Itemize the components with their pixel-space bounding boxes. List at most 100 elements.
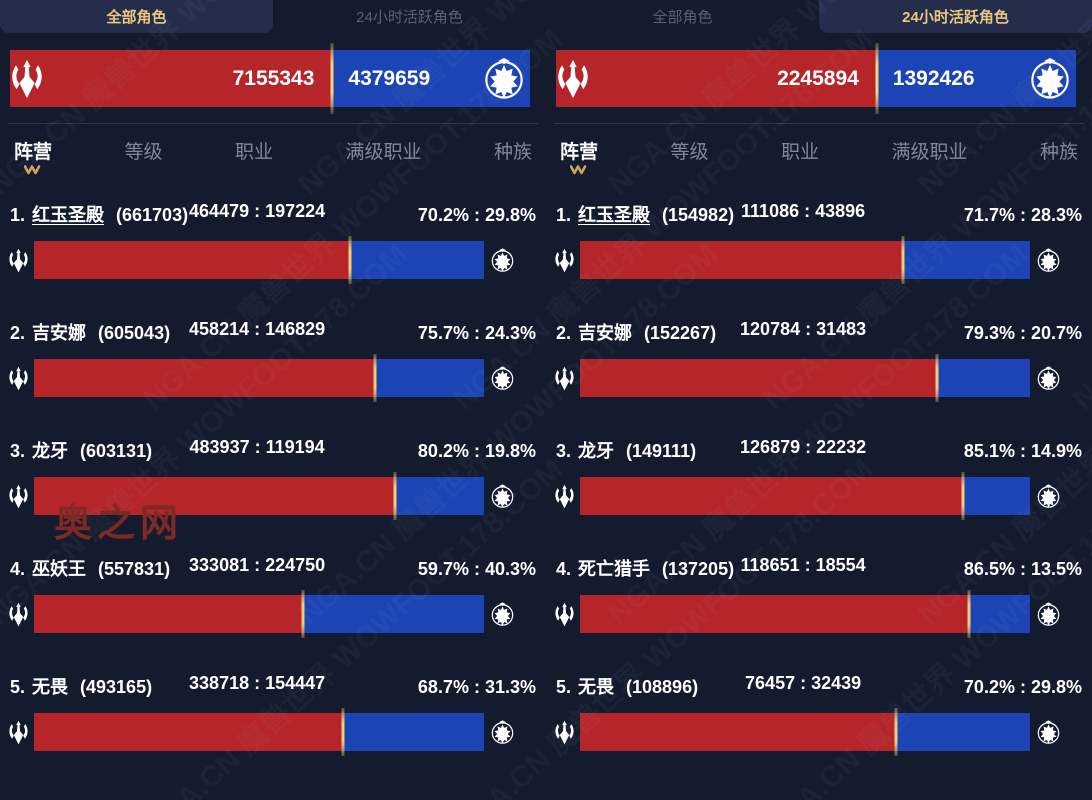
subtab-label: 种族 <box>1039 142 1078 163</box>
subtab-label: 种族 <box>493 142 532 163</box>
alliance-icon <box>491 720 514 745</box>
alliance-bar-segment <box>302 595 484 633</box>
horde-bar-segment <box>580 595 970 633</box>
server-total: (605043) <box>98 323 171 343</box>
subtab-label: 满级职业 <box>891 142 968 163</box>
server-row: 1. 红玉圣殿 (154982) 111086 : 43896 71.7% : … <box>554 201 1084 284</box>
server-name[interactable]: 巫妖王 <box>32 559 87 579</box>
server-rank: 4. <box>10 559 26 579</box>
alliance-bar-segment <box>902 241 1030 279</box>
faction-percent: 70.2% : 29.8% <box>417 205 536 225</box>
faction-ratio: 483937 : 119194 <box>189 437 325 457</box>
alliance-bar-segment <box>349 241 484 279</box>
alliance-icon <box>484 57 524 101</box>
alliance-icon <box>491 484 514 509</box>
faction-bar-row <box>8 708 538 756</box>
tab-label: 全部角色 <box>652 9 713 26</box>
bar-divider <box>967 590 971 638</box>
tabbar: 全部角色 24小时活跃角色 <box>546 0 1092 33</box>
server-list: 1. 红玉圣殿 (661703) 464479 : 197224 70.2% :… <box>0 201 546 756</box>
faction-bar <box>580 236 1030 284</box>
server-row-header: 5. 无畏 (108896) 76457 : 32439 70.2% : 29.… <box>554 673 1084 699</box>
horde-bar-segment <box>580 713 896 751</box>
tab-label: 全部角色 <box>106 9 167 26</box>
server-name[interactable]: 死亡猎手 <box>578 559 651 579</box>
server-name[interactable]: 无畏 <box>32 677 69 697</box>
subtabs: 阵营 等级 职业 满级职业 种族 <box>0 124 546 175</box>
server-row: 4. 死亡猎手 (137205) 118651 : 18554 86.5% : … <box>554 555 1084 638</box>
server-name[interactable]: 红玉圣殿 <box>32 205 105 225</box>
server-row: 2. 吉安娜 (152267) 120784 : 31483 79.3% : 2… <box>554 319 1084 402</box>
bar-divider <box>961 472 965 520</box>
alliance-icon <box>491 248 514 273</box>
horde-summary-segment: 2245894 <box>556 50 877 107</box>
subtab-maxlevel-class[interactable]: 满级职业 <box>891 137 967 175</box>
horde-icon <box>8 247 29 274</box>
horde-bar-segment <box>580 241 903 279</box>
subtab-faction[interactable]: 阵营 <box>560 137 598 175</box>
faction-ratio: 111086 : 43896 <box>741 201 866 221</box>
subtab-level[interactable]: 等级 <box>670 137 708 175</box>
server-total: (661703) <box>116 205 189 225</box>
faction-ratio: 458214 : 146829 <box>189 319 326 339</box>
faction-bar-row <box>554 708 1084 756</box>
server-rank: 3. <box>556 441 572 461</box>
server-name[interactable]: 吉安娜 <box>578 323 633 343</box>
server-name[interactable]: 龙牙 <box>578 441 615 461</box>
separator <box>8 123 538 124</box>
horde-bar-segment <box>580 477 963 515</box>
horde-icon <box>8 365 29 392</box>
faction-percent: 80.2% : 19.8% <box>417 441 536 461</box>
tab-label: 24小时活跃角色 <box>902 9 1009 26</box>
server-row-header: 1. 红玉圣殿 (661703) 464479 : 197224 70.2% :… <box>8 201 538 227</box>
server-name[interactable]: 无畏 <box>578 677 615 697</box>
horde-icon <box>8 601 29 628</box>
server-row-header: 1. 红玉圣殿 (154982) 111086 : 43896 71.7% : … <box>554 201 1084 227</box>
alliance-bar-segment <box>895 713 1030 751</box>
subtab-faction[interactable]: 阵营 <box>14 137 52 175</box>
tabbar: 全部角色 24小时活跃角色 <box>0 0 546 33</box>
alliance-bar-segment <box>962 477 1030 515</box>
alliance-icon <box>1030 57 1070 101</box>
subtab-label: 阵营 <box>14 142 53 163</box>
alliance-bar-segment <box>936 359 1030 397</box>
faction-summary-bar: 7155343 4379659 <box>10 43 530 114</box>
subtab-label: 职业 <box>234 142 273 163</box>
horde-count: 2245894 <box>777 66 859 90</box>
faction-bar <box>34 236 484 284</box>
server-name[interactable]: 龙牙 <box>32 441 69 461</box>
faction-ratio: 118651 : 18554 <box>740 555 866 575</box>
subtab-class[interactable]: 职业 <box>781 137 819 175</box>
faction-bar-row <box>554 236 1084 284</box>
server-name[interactable]: 红玉圣殿 <box>578 205 651 225</box>
subtab-level[interactable]: 等级 <box>124 137 162 175</box>
faction-percent: 75.7% : 24.3% <box>417 323 536 343</box>
server-name[interactable]: 吉安娜 <box>32 323 87 343</box>
subtab-race[interactable]: 种族 <box>494 137 532 175</box>
subtab-class[interactable]: 职业 <box>235 137 273 175</box>
alliance-bar-segment <box>969 595 1030 633</box>
alliance-icon <box>1037 602 1060 627</box>
alliance-count: 4379659 <box>348 66 431 90</box>
server-total: (152267) <box>644 323 717 343</box>
server-list: 1. 红玉圣殿 (154982) 111086 : 43896 71.7% : … <box>546 201 1092 756</box>
horde-icon <box>10 56 44 102</box>
faction-percent: 71.7% : 28.3% <box>963 205 1082 225</box>
tab-24h-active-characters[interactable]: 24小时活跃角色 <box>819 0 1092 33</box>
alliance-bar-segment <box>343 713 484 751</box>
horde-bar-segment <box>34 359 375 397</box>
server-row-header: 3. 龙牙 (603131) 483937 : 119194 80.2% : 1… <box>8 437 538 463</box>
faction-summary: 7155343 4379659 <box>8 43 538 114</box>
alliance-icon <box>1037 484 1060 509</box>
tab-all-characters[interactable]: 全部角色 <box>0 0 273 33</box>
server-row: 5. 无畏 (108896) 76457 : 32439 70.2% : 29.… <box>554 673 1084 756</box>
tab-24h-active-characters[interactable]: 24小时活跃角色 <box>273 0 546 33</box>
server-total: (493165) <box>80 677 153 697</box>
alliance-bar-segment <box>394 477 484 515</box>
server-row-header: 5. 无畏 (493165) 338718 : 154447 68.7% : 3… <box>8 673 538 699</box>
server-row-header: 2. 吉安娜 (152267) 120784 : 31483 79.3% : 2… <box>554 319 1084 345</box>
subtab-race[interactable]: 种族 <box>1040 137 1078 175</box>
tab-all-characters[interactable]: 全部角色 <box>546 0 819 33</box>
faction-bar <box>580 708 1030 756</box>
subtab-maxlevel-class[interactable]: 满级职业 <box>345 137 421 175</box>
